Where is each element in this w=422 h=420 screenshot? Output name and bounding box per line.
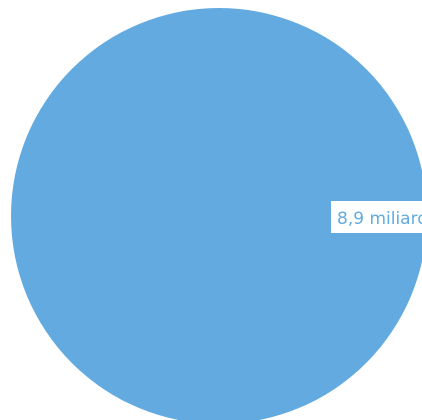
- pie-slice: [11, 8, 422, 420]
- pie-labels: 8,9 miliardi: [331, 201, 422, 233]
- pie-slices: [11, 8, 422, 420]
- slice-label-background: [331, 201, 422, 233]
- slice-label: 8,9 miliardi: [337, 209, 422, 229]
